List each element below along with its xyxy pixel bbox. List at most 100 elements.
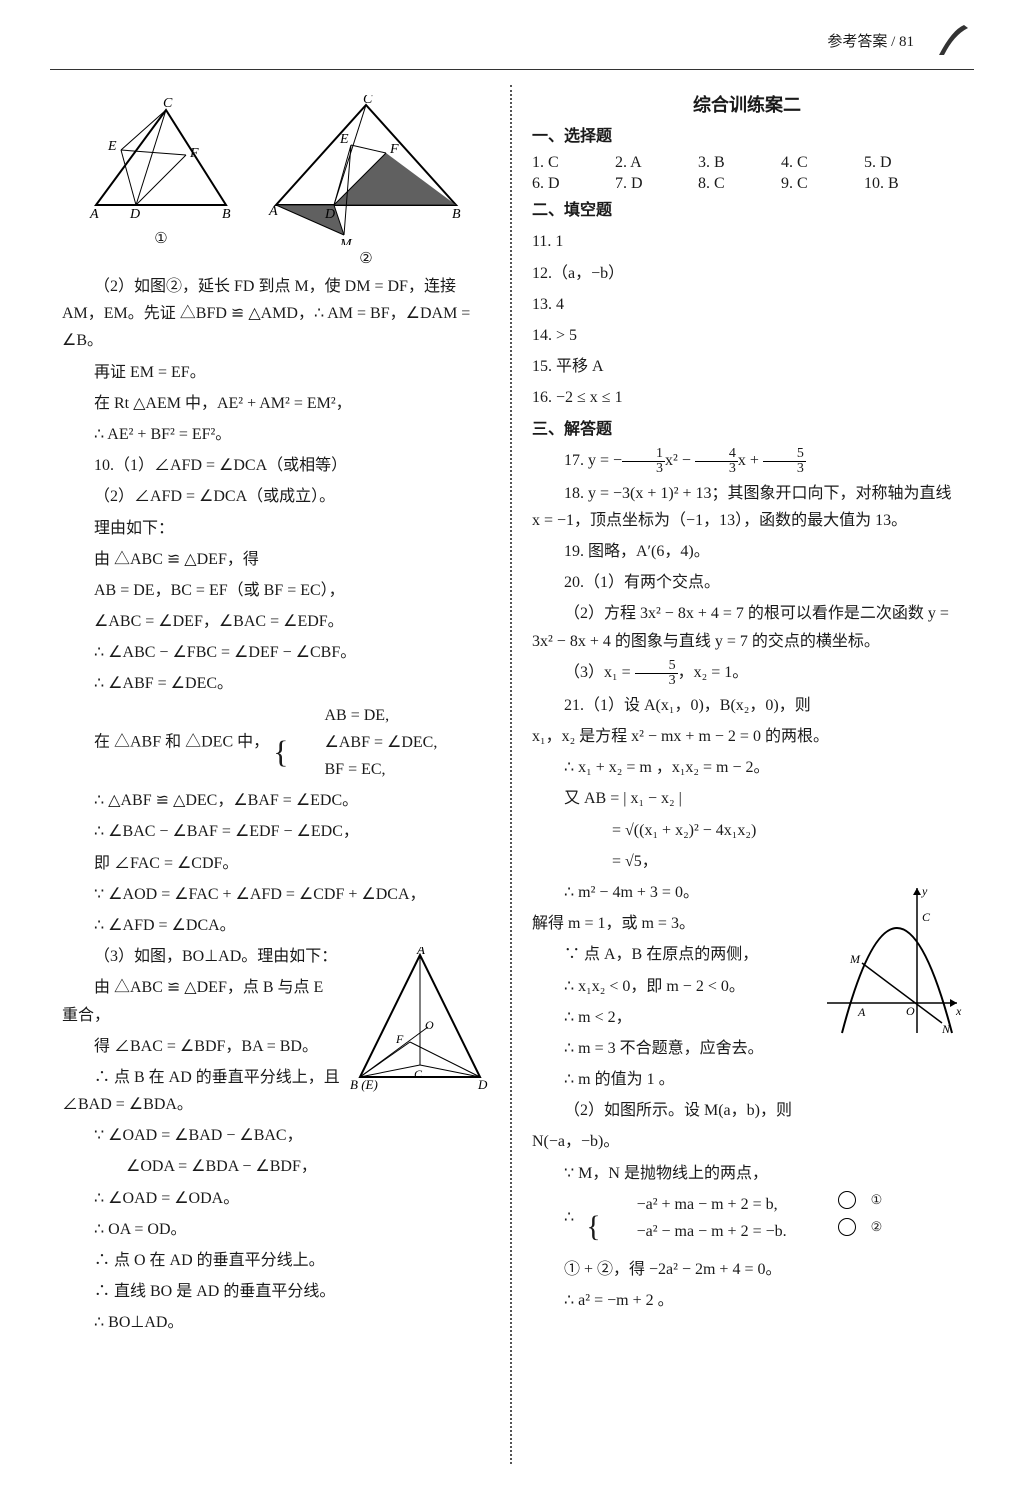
q21-14: （2）如图所示。设 M(a，b)，则 bbox=[532, 1097, 962, 1124]
svg-text:E: E bbox=[107, 139, 117, 154]
svg-text:C: C bbox=[363, 95, 373, 107]
svg-text:D: D bbox=[477, 1077, 488, 1092]
l-p2: 再证 EM = EF。 bbox=[62, 359, 490, 386]
content-columns: A D B C E F ① A D bbox=[50, 85, 974, 1464]
q21-2: x₁，x₂ 是方程 x² − mx + m − 2 = 0 的两根。 bbox=[532, 723, 962, 750]
l-p24: ∠ODA = ∠BDA − ∠BDF， bbox=[62, 1153, 490, 1180]
right-column: 综合训练案二 一、选择题 1. C 2. A 3. B 4. C 5. D 6.… bbox=[512, 85, 974, 1464]
svg-text:y: y bbox=[921, 884, 928, 898]
svg-text:D: D bbox=[129, 207, 140, 222]
page-number: 81 bbox=[899, 34, 914, 50]
svg-text:B: B bbox=[452, 207, 461, 222]
l-p13: 在 △ABF 和 △DEC 中， { AB = DE, ∠ABF = ∠DEC,… bbox=[62, 702, 490, 784]
q17: 17. y = −13x² − 43x + 53 bbox=[532, 447, 962, 476]
q21-13: ∴ m 的值为 1 。 bbox=[532, 1066, 962, 1093]
f12: 12.（a，−b） bbox=[532, 260, 962, 287]
q21-6: = √5， bbox=[532, 848, 962, 875]
svg-text:D: D bbox=[324, 207, 335, 222]
l-p7: 理由如下： bbox=[62, 515, 490, 542]
l-p29: ∴ BO⊥AD。 bbox=[62, 1309, 490, 1336]
sec2: 二、填空题 bbox=[532, 197, 962, 224]
q19: 19. 图略，A′(6，4)。 bbox=[532, 538, 962, 565]
svg-text:A: A bbox=[416, 947, 425, 957]
l-p8: 由 △ABC ≌ △DEF，得 bbox=[62, 546, 490, 573]
l-p23: ∵ ∠OAD = ∠BAD − ∠BAC， bbox=[62, 1122, 490, 1149]
mcq-6: 6. D bbox=[532, 175, 587, 193]
mcq-10: 10. B bbox=[864, 175, 919, 193]
svg-text:C: C bbox=[414, 1067, 423, 1081]
mcq-8: 8. C bbox=[698, 175, 753, 193]
svg-text:F: F bbox=[395, 1032, 404, 1046]
svg-text:A: A bbox=[268, 204, 278, 219]
l-p13a: AB = DE, bbox=[293, 702, 438, 729]
l-p28: ∴ 直线 BO 是 AD 的垂直平分线。 bbox=[62, 1278, 490, 1305]
l-p4: ∴ AE² + BF² = EF²。 bbox=[62, 421, 490, 448]
q20-3pre: （3）x₁ = bbox=[564, 664, 635, 681]
svg-text:E: E bbox=[339, 132, 349, 147]
eqno-2: ② bbox=[838, 1218, 856, 1236]
l-p9: AB = DE，BC = EF（或 BF = EC）， bbox=[62, 577, 490, 604]
svg-text:N: N bbox=[941, 1022, 951, 1036]
svg-text:M: M bbox=[849, 952, 861, 966]
l-p27: ∴ 点 O 在 AD 的垂直平分线上。 bbox=[62, 1247, 490, 1274]
q21-1: 21.（1）设 A(x₁，0)，B(x₂，0)，则 bbox=[532, 692, 962, 719]
eqno-1: ① bbox=[838, 1191, 856, 1209]
f11: 11. 1 bbox=[532, 228, 962, 255]
l-p16: 即 ∠FAC = ∠CDF。 bbox=[62, 850, 490, 877]
q21-15: N(−a，−b)。 bbox=[532, 1128, 962, 1155]
q20-3: （3）x₁ = 53，x₂ = 1。 bbox=[532, 659, 962, 688]
l-p17: ∵ ∠AOD = ∠FAC + ∠AFD = ∠CDF + ∠DCA， bbox=[62, 881, 490, 908]
l-p10: ∠ABC = ∠DEF，∠BAC = ∠EDF。 bbox=[62, 608, 490, 635]
f13: 13. 4 bbox=[532, 291, 962, 318]
page-header: 参考答案 / 81 bbox=[50, 30, 974, 70]
q20-1: 20.（1）有两个交点。 bbox=[532, 569, 962, 596]
q21-17: ∴ { −a² + ma − m + 2 = b,① −a² − ma − m … bbox=[532, 1191, 962, 1252]
l-p14: ∴ △ABF ≌ △DEC，∠BAF = ∠EDC。 bbox=[62, 787, 490, 814]
breadcrumb: 参考答案 / 81 bbox=[827, 30, 914, 51]
figure-2-label: ② bbox=[266, 249, 466, 268]
l-p1: （2）如图②，延长 FD 到点 M，使 DM = DF，连接 AM，EM。先证 … bbox=[62, 273, 490, 355]
l-p3: 在 Rt △AEM 中，AE² + AM² = EM²， bbox=[62, 390, 490, 417]
svg-text:C: C bbox=[922, 910, 931, 924]
q21-18: ① + ②，得 −2a² − 2m + 4 = 0。 bbox=[532, 1256, 962, 1283]
figure-1: A D B C E F ① bbox=[86, 95, 236, 268]
svg-text:F: F bbox=[189, 146, 199, 161]
l-p5: 10.（1）∠AFD = ∠DCA（或相等） bbox=[62, 452, 490, 479]
l-p6: （2）∠AFD = ∠DCA（或成立）。 bbox=[62, 483, 490, 510]
l-p11: ∴ ∠ABC − ∠FBC = ∠DEF − ∠CBF。 bbox=[62, 639, 490, 666]
svg-text:x: x bbox=[955, 1004, 962, 1018]
figure-parabola: x y O M C A N bbox=[822, 883, 962, 1043]
q21-4: 又 AB = | x₁ − x₂ | bbox=[532, 785, 962, 812]
svg-text:A: A bbox=[89, 207, 99, 222]
f15: 15. 平移 A bbox=[532, 353, 962, 380]
q21-17a: −a² + ma − m + 2 = b, bbox=[637, 1196, 778, 1213]
figure-2: A D B C E F M ② bbox=[266, 95, 466, 268]
svg-text:M: M bbox=[339, 237, 353, 245]
svg-text:C: C bbox=[163, 96, 173, 111]
svg-text:B: B bbox=[222, 207, 231, 222]
breadcrumb-text: 参考答案 / bbox=[827, 34, 895, 50]
mcq-2: 2. A bbox=[615, 154, 670, 172]
l-p12: ∴ ∠ABF = ∠DEC。 bbox=[62, 670, 490, 697]
q21-3: ∴ x₁ + x₂ = m ，x₁x₂ = m − 2。 bbox=[532, 754, 962, 781]
mcq-row-1: 1. C 2. A 3. B 4. C 5. D bbox=[532, 154, 962, 172]
svg-text:B (E): B (E) bbox=[350, 1077, 378, 1092]
q20-3post: ，x₂ = 1。 bbox=[678, 664, 749, 681]
sec3: 三、解答题 bbox=[532, 416, 962, 443]
q21-16: ∵ M，N 是抛物线上的两点， bbox=[532, 1160, 962, 1187]
svg-text:F: F bbox=[389, 142, 399, 157]
q17mid: x² − bbox=[665, 452, 695, 469]
sec1: 一、选择题 bbox=[532, 123, 962, 150]
q21-19: ∴ a² = −m + 2 。 bbox=[532, 1287, 962, 1314]
mcq-1: 1. C bbox=[532, 154, 587, 172]
q21-5: = √((x₁ + x₂)² − 4x₁x₂) bbox=[532, 817, 962, 844]
pen-decor-icon bbox=[934, 20, 974, 60]
svg-text:O: O bbox=[906, 1004, 915, 1018]
l-p26: ∴ OA = OD。 bbox=[62, 1216, 490, 1243]
q20-2: （2）方程 3x² − 8x + 4 = 7 的根可以看作是二次函数 y = 3… bbox=[532, 600, 962, 654]
figure-3: A B (E) D O F C bbox=[350, 947, 490, 1097]
mcq-9: 9. C bbox=[781, 175, 836, 193]
f16: 16. −2 ≤ x ≤ 1 bbox=[532, 384, 962, 411]
q21-17pre: ∴ bbox=[564, 1209, 574, 1226]
l-p15: ∴ ∠BAC − ∠BAF = ∠EDF − ∠EDC， bbox=[62, 818, 490, 845]
